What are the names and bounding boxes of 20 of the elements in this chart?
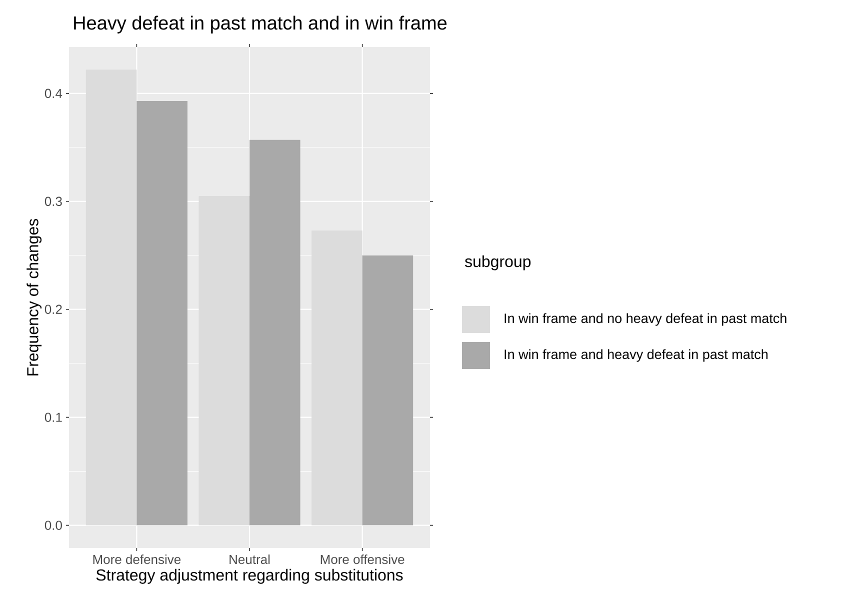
x-tick-label: More offensive [320, 554, 404, 564]
bar [198, 196, 250, 526]
y-tick-label: 0.1 [44, 412, 62, 422]
x-axis-title: Strategy adjustment regarding substitutions [96, 568, 403, 584]
bar [250, 140, 300, 526]
chart-title: Heavy defeat in past match and in win frame [74, 16, 447, 34]
bar [86, 70, 137, 526]
legend-title: subgroup [464, 255, 531, 270]
bar [312, 230, 362, 526]
bar [136, 100, 188, 526]
x-tick-label: Neutral [230, 554, 270, 564]
y-tick-label: 0.3 [44, 196, 62, 206]
y-tick-label: 0.2 [44, 304, 62, 314]
y-tick-label: 0.0 [44, 520, 62, 530]
legend-label: In win frame and no heavy defeat in past match [504, 313, 786, 326]
legend-label: In win frame and heavy defeat in past match [504, 349, 768, 362]
bar [362, 255, 414, 526]
y-tick-label: 0.4 [44, 88, 62, 98]
x-tick-label: More defensive [93, 554, 181, 564]
y-axis-title: Frequency of changes [26, 218, 42, 376]
